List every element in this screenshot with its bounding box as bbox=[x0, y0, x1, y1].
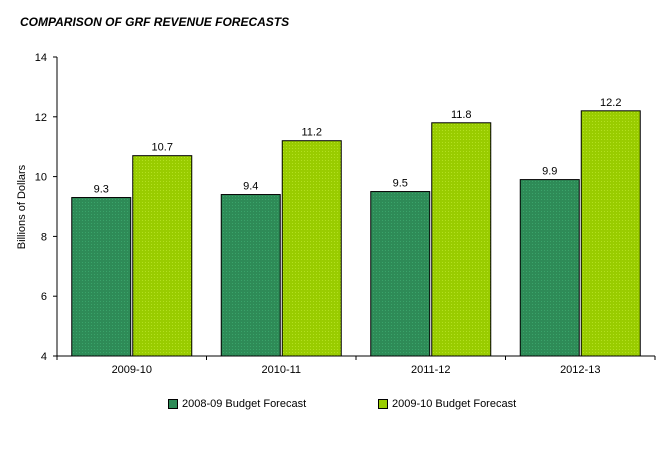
y-tick-label: 10 bbox=[35, 172, 47, 184]
y-tick-label: 4 bbox=[41, 351, 47, 363]
y-tick-label: 14 bbox=[35, 52, 47, 64]
data-label: 9.5 bbox=[393, 178, 408, 190]
bar-2008-09-budget-forecast-2010-11 bbox=[220, 194, 281, 357]
x-tick-label: 2012-13 bbox=[560, 364, 600, 376]
x-tick-label: 2011-12 bbox=[411, 364, 451, 376]
y-tick-label: 6 bbox=[41, 291, 47, 303]
y-tick-label: 12 bbox=[35, 112, 47, 124]
legend-item-2009-10: 2009-10 Budget Forecast bbox=[378, 398, 516, 410]
bar-2009-10-budget-forecast-2011-12 bbox=[431, 122, 492, 357]
bar-2009-10-budget-forecast-2010-11 bbox=[281, 140, 342, 357]
data-label: 10.7 bbox=[152, 142, 173, 154]
data-label: 11.2 bbox=[301, 127, 322, 139]
legend-label: 2009-10 Budget Forecast bbox=[392, 398, 517, 410]
bar-2008-09-budget-forecast-2012-13 bbox=[519, 179, 580, 357]
legend-swatch bbox=[168, 399, 178, 409]
chart-title: COMPARISON OF GRF REVENUE FORECASTS bbox=[20, 15, 290, 29]
y-tick-label: 8 bbox=[41, 231, 47, 243]
y-axis-label: Billions of Dollars bbox=[16, 164, 28, 249]
legend-label: 2008-09 Budget Forecast bbox=[182, 398, 307, 410]
x-tick-label: 2009-10 bbox=[112, 364, 152, 376]
data-label: 9.9 bbox=[542, 166, 557, 178]
bar-2008-09-budget-forecast-2011-12 bbox=[370, 191, 431, 357]
bar-2009-10-budget-forecast-2012-13 bbox=[580, 110, 641, 357]
legend: 2008-09 Budget Forecast 2009-10 Budget F… bbox=[0, 398, 664, 416]
data-label: 12.2 bbox=[600, 97, 621, 109]
bar-2008-09-budget-forecast-2009-10 bbox=[71, 197, 132, 357]
legend-item-2008-09: 2008-09 Budget Forecast bbox=[168, 398, 306, 410]
data-label: 9.4 bbox=[243, 181, 258, 193]
bar-2009-10-budget-forecast-2009-10 bbox=[132, 155, 193, 357]
data-label: 9.3 bbox=[94, 184, 109, 196]
legend-swatch bbox=[378, 399, 388, 409]
data-label: 11.8 bbox=[451, 109, 472, 121]
x-tick-label: 2010-11 bbox=[261, 364, 301, 376]
